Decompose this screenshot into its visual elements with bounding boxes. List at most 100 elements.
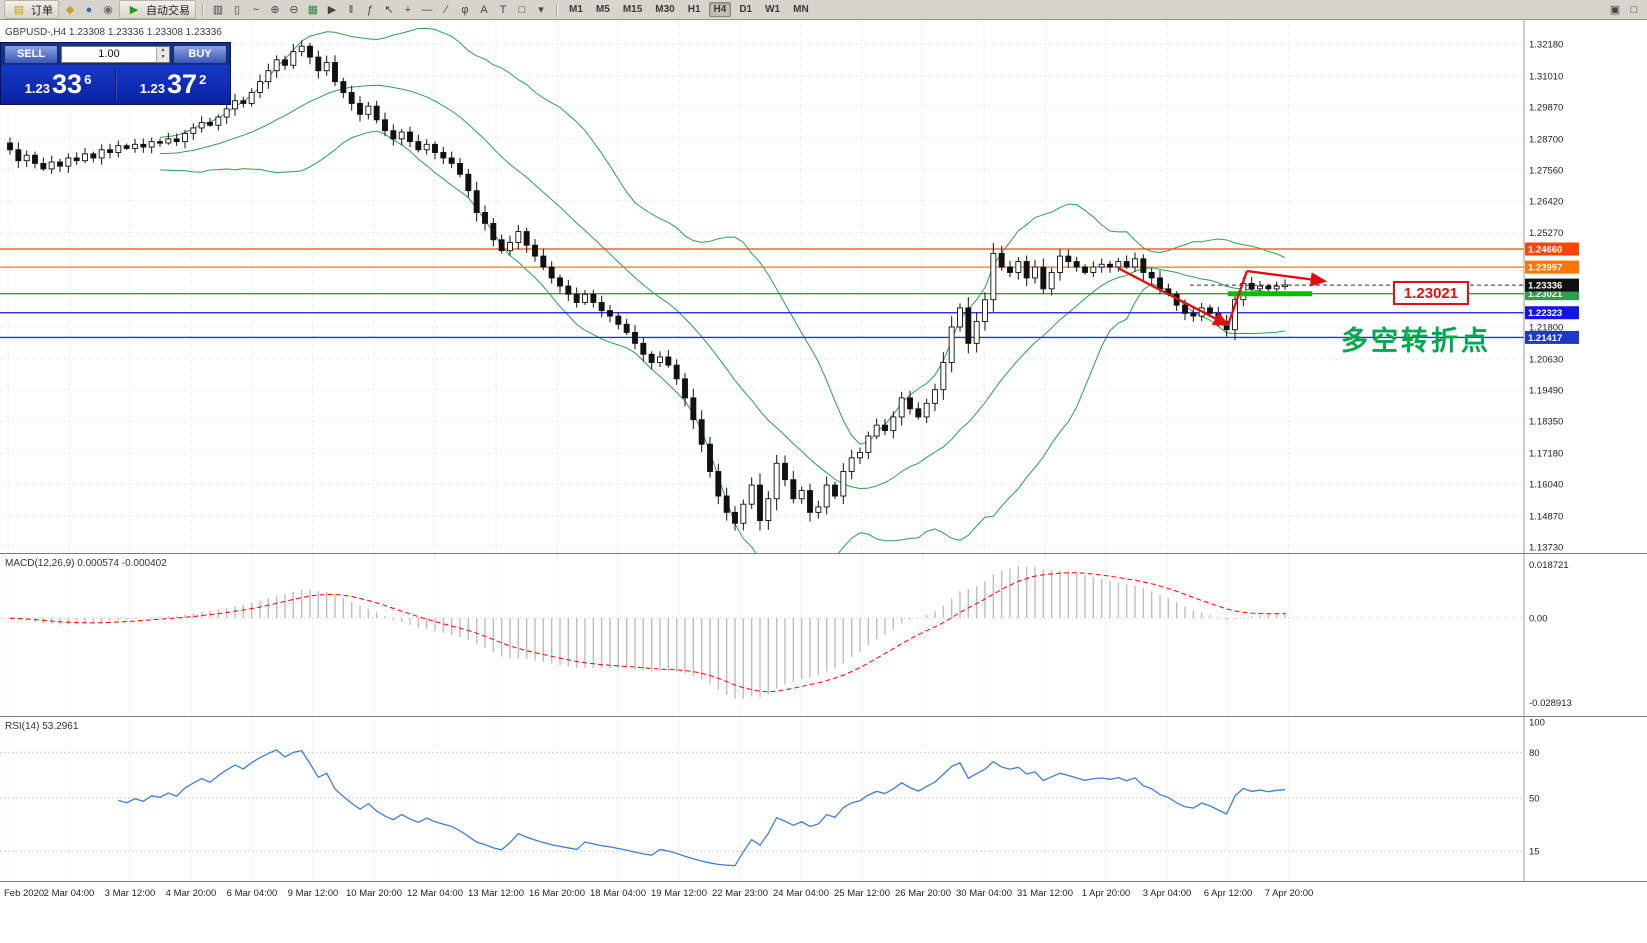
bid-ask-display: 1.23 33 6 1.23 37 2 bbox=[1, 65, 230, 104]
bar-chart-icon[interactable]: ▥ bbox=[212, 4, 224, 16]
time-label: 13 Mar 12:00 bbox=[468, 888, 524, 899]
window-icon[interactable]: ▣ bbox=[1609, 4, 1621, 16]
zoom-in-icon[interactable]: ⊕ bbox=[270, 4, 280, 16]
auto-trading-label: 自动交易 bbox=[146, 4, 190, 17]
time-label: 22 Mar 23:00 bbox=[712, 888, 768, 899]
lot-size-value: 1.00 bbox=[98, 48, 120, 60]
price-chart-panel[interactable]: 1.32180 1.31010 1.29870 1.28700 1.27560 1.264… bbox=[0, 20, 1647, 553]
new-window-icon[interactable]: □ bbox=[1630, 3, 1638, 16]
buy-price-pip: 2 bbox=[199, 72, 207, 87]
auto-trading-button[interactable]: ▶ 自动交易 bbox=[119, 0, 196, 19]
price-chart-canvas[interactable]: 1.32180 1.31010 1.29870 1.28700 1.27560 1.264… bbox=[0, 20, 1647, 553]
timeframe-m5[interactable]: M5 bbox=[595, 4, 610, 15]
rsi-canvas[interactable]: 100 80 50 15 bbox=[0, 717, 1647, 881]
time-label: 7 Apr 20:00 bbox=[1264, 888, 1314, 899]
svg-text:1.27560: 1.27560 bbox=[1529, 165, 1563, 176]
svg-text:1.14870: 1.14870 bbox=[1529, 511, 1563, 522]
new-order-label: 订单 bbox=[31, 4, 53, 17]
new-order-icon: ▤ bbox=[13, 4, 25, 16]
svg-text:1.16040: 1.16040 bbox=[1529, 480, 1563, 491]
tile-windows-icon[interactable]: ▦ bbox=[307, 4, 319, 16]
buy-price-big: 37 bbox=[167, 69, 198, 99]
timeframe-w1[interactable]: W1 bbox=[765, 4, 781, 15]
timeframe-h4[interactable]: H4 bbox=[708, 2, 732, 17]
time-label: 6 Mar 04:00 bbox=[226, 888, 278, 899]
svg-text:1.13730: 1.13730 bbox=[1529, 543, 1563, 554]
lot-increase-button[interactable]: ▲ bbox=[157, 46, 169, 54]
svg-text:80: 80 bbox=[1529, 748, 1540, 759]
buy-price[interactable]: 1.23 37 2 bbox=[116, 71, 230, 98]
macd-canvas[interactable]: 0.018721 0.00 -0.028913 bbox=[0, 554, 1647, 716]
buy-button[interactable]: BUY bbox=[173, 44, 227, 64]
time-label: 9 Mar 12:00 bbox=[287, 888, 339, 899]
time-label: 3 Mar 12:00 bbox=[104, 888, 156, 899]
svg-text:1.25270: 1.25270 bbox=[1529, 228, 1563, 239]
toolbar-tool-icons: ▥ ▯ ~ ⊕ ⊖ ▦ ▶ ‖ ƒ ↖ + — ∕ φ A T □ ▾ bbox=[209, 2, 550, 18]
turning-point-text: 多空转折点 bbox=[1341, 326, 1491, 356]
timeframe-h1[interactable]: H1 bbox=[687, 4, 701, 15]
macd-label: MACD(12,26,9) 0.000574 -0.000402 bbox=[5, 558, 167, 569]
rsi-panel[interactable]: 100 80 50 15 RSI(14) 53.2961 bbox=[0, 716, 1647, 881]
svg-text:50: 50 bbox=[1529, 794, 1540, 805]
timeframe-m15[interactable]: M15 bbox=[622, 4, 643, 15]
toolbar: ▤ 订单 ◆ ● ◉ ▶ 自动交易 ▥ ▯ ~ ⊕ ⊖ ▦ ▶ ‖ ƒ ↖ + — ∕ φ A T □ ▾ M1 M5 M… bbox=[0, 0, 1647, 20]
sell-button[interactable]: SELL bbox=[4, 44, 58, 64]
svg-text:1.24660: 1.24660 bbox=[1528, 245, 1562, 256]
new-order-button[interactable]: ▤ 订单 bbox=[4, 0, 59, 19]
text-icon[interactable]: A bbox=[480, 3, 488, 16]
market-watch-icon[interactable]: ◆ bbox=[65, 4, 75, 16]
svg-text:1.28700: 1.28700 bbox=[1529, 134, 1563, 145]
time-label: 16 Mar 20:00 bbox=[529, 888, 585, 899]
line-chart-icon[interactable]: ~ bbox=[252, 3, 260, 16]
cursor-icon[interactable]: ↖ bbox=[384, 4, 394, 16]
time-label: 1 Apr 20:00 bbox=[1081, 888, 1131, 899]
price-divider bbox=[115, 68, 116, 101]
crosshair-icon[interactable]: + bbox=[404, 3, 412, 16]
profile-icon[interactable]: ● bbox=[85, 3, 93, 16]
svg-text:1.17180: 1.17180 bbox=[1529, 448, 1563, 459]
zoom-out-icon[interactable]: ⊖ bbox=[289, 4, 299, 16]
auto-scroll-icon[interactable]: ▶ bbox=[327, 4, 337, 16]
timeframe-m1[interactable]: M1 bbox=[569, 4, 583, 15]
svg-text:-0.028913: -0.028913 bbox=[1529, 698, 1572, 709]
svg-text:1.21800: 1.21800 bbox=[1529, 322, 1563, 333]
sell-price[interactable]: 1.23 33 6 bbox=[1, 71, 115, 98]
one-click-trading-panel: SELL 1.00 ▲ ▼ BUY 1.23 33 6 1.23 37 2 bbox=[0, 42, 231, 105]
alerts-icon[interactable]: ◉ bbox=[103, 4, 113, 16]
svg-text:1.21417: 1.21417 bbox=[1528, 333, 1562, 344]
text-label-icon[interactable]: T bbox=[499, 3, 507, 16]
time-label: 31 Mar 12:00 bbox=[1017, 888, 1073, 899]
time-axis[interactable]: Feb 2020 2 Mar 04:00 3 Mar 12:00 4 Mar 20:0… bbox=[0, 881, 1647, 943]
time-label: 3 Apr 04:00 bbox=[1142, 888, 1192, 899]
time-label: 26 Mar 20:00 bbox=[895, 888, 951, 899]
macd-panel[interactable]: 0.018721 0.00 -0.028913 MACD(12,26,9) 0.00… bbox=[0, 553, 1647, 716]
chart-shift-icon[interactable]: ‖ bbox=[348, 3, 354, 16]
sell-price-pip: 6 bbox=[84, 72, 92, 87]
toolbar-left-icons: ◆ ● ◉ bbox=[61, 2, 117, 18]
time-label: 25 Mar 12:00 bbox=[834, 888, 890, 899]
timeframe-m30[interactable]: M30 bbox=[655, 4, 675, 15]
svg-text:1.22323: 1.22323 bbox=[1528, 308, 1562, 319]
lot-size-field[interactable]: 1.00 ▲ ▼ bbox=[61, 45, 170, 63]
fibonacci-icon[interactable]: φ bbox=[461, 3, 469, 16]
lot-decrease-button[interactable]: ▼ bbox=[157, 54, 169, 62]
timeframe-d1[interactable]: D1 bbox=[739, 4, 753, 15]
candlestick-icon[interactable]: ▯ bbox=[233, 4, 241, 16]
trendline-icon[interactable]: ∕ bbox=[445, 3, 447, 16]
svg-text:0.00: 0.00 bbox=[1529, 614, 1548, 625]
time-label: Feb 2020 bbox=[4, 888, 45, 899]
sell-price-big: 33 bbox=[52, 69, 83, 99]
indicators-icon[interactable]: ƒ bbox=[366, 3, 374, 16]
shapes-icon[interactable]: □ bbox=[518, 3, 526, 16]
svg-text:0.018721: 0.018721 bbox=[1529, 560, 1569, 571]
time-label: 10 Mar 20:00 bbox=[346, 888, 402, 899]
svg-text:1.23021: 1.23021 bbox=[1528, 289, 1563, 300]
time-label: 30 Mar 04:00 bbox=[956, 888, 1012, 899]
time-label: 19 Mar 12:00 bbox=[651, 888, 707, 899]
time-label: 18 Mar 04:00 bbox=[590, 888, 646, 899]
hline-icon[interactable]: — bbox=[421, 3, 433, 16]
dropdown-icon[interactable]: ▾ bbox=[538, 4, 544, 16]
timeframe-mn[interactable]: MN bbox=[793, 4, 809, 15]
svg-text:100: 100 bbox=[1529, 718, 1545, 729]
svg-text:1.20630: 1.20630 bbox=[1529, 354, 1563, 365]
